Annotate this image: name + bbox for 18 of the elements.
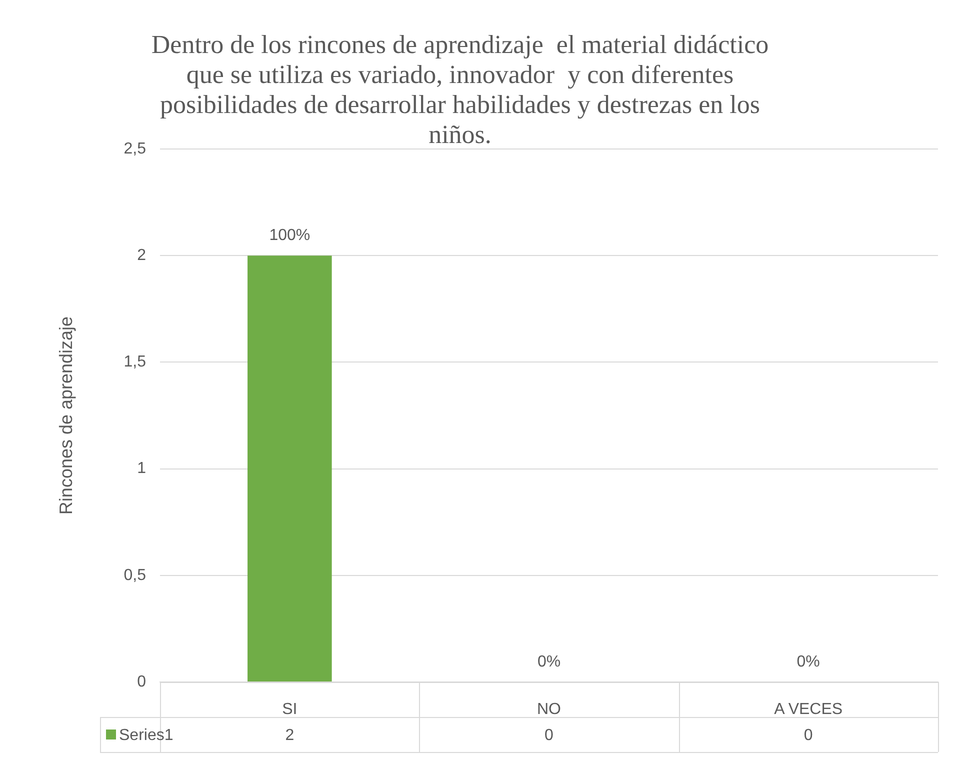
y-tick-label: 1,5 bbox=[124, 354, 146, 371]
data-label: 2 bbox=[285, 726, 294, 744]
x-tick-label: NO bbox=[537, 701, 561, 718]
annotation: 0% bbox=[537, 653, 561, 670]
y-axis-title: Rincones de aprendizaje bbox=[56, 316, 76, 515]
y-tick-label: 2,5 bbox=[124, 140, 146, 158]
y-tick-label: 1 bbox=[137, 460, 146, 478]
data-label: 0 bbox=[804, 726, 813, 744]
annotation: 100% bbox=[269, 227, 310, 244]
annotation: 0% bbox=[796, 653, 820, 670]
x-tick-label: SI bbox=[282, 701, 298, 718]
y-tick-label: 0,5 bbox=[124, 566, 146, 584]
chart-title: Dentro de los rincones de aprendizaje el material didáctico que se utiliza es variado, innovador y con diferentes posibilidades de desarrollar habilidades y destrezas en los niños. bbox=[150, 30, 770, 150]
legend-label: Series1 bbox=[119, 726, 174, 744]
x-tick-label: A VECES bbox=[774, 701, 843, 718]
y-tick-label: 2 bbox=[137, 247, 146, 264]
y-tick-label: 0 bbox=[137, 673, 146, 690]
data-label: 0 bbox=[544, 726, 554, 744]
